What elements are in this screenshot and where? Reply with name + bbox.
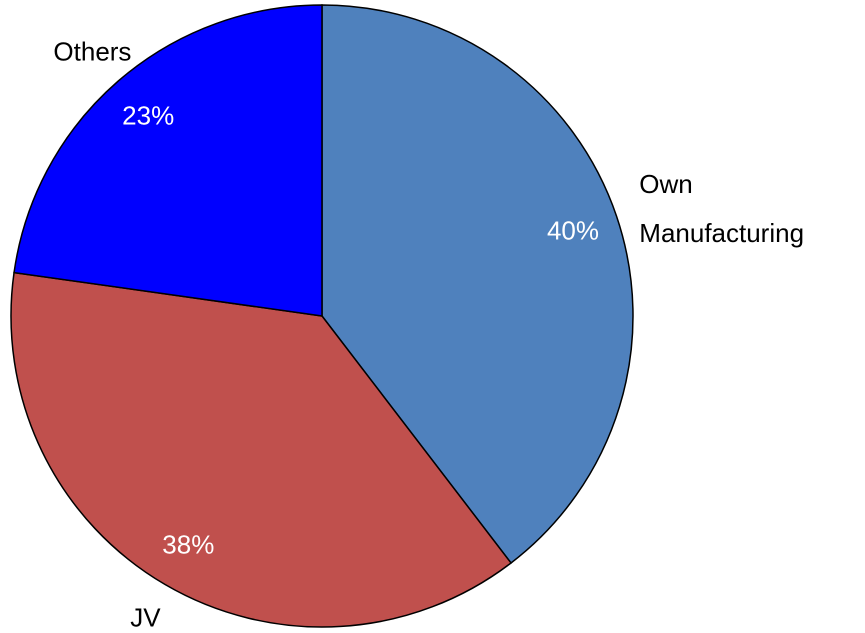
category-label: Others <box>53 36 132 67</box>
data-label: 38% <box>162 529 215 560</box>
pie-slice <box>13 4 323 317</box>
category-label: JV <box>130 602 161 633</box>
pie-slice <box>321 4 634 565</box>
pie-slice <box>10 271 513 628</box>
category-label: Own Manufacturing <box>639 168 805 248</box>
data-label: 23% <box>122 100 175 131</box>
data-label: 40% <box>546 215 600 246</box>
